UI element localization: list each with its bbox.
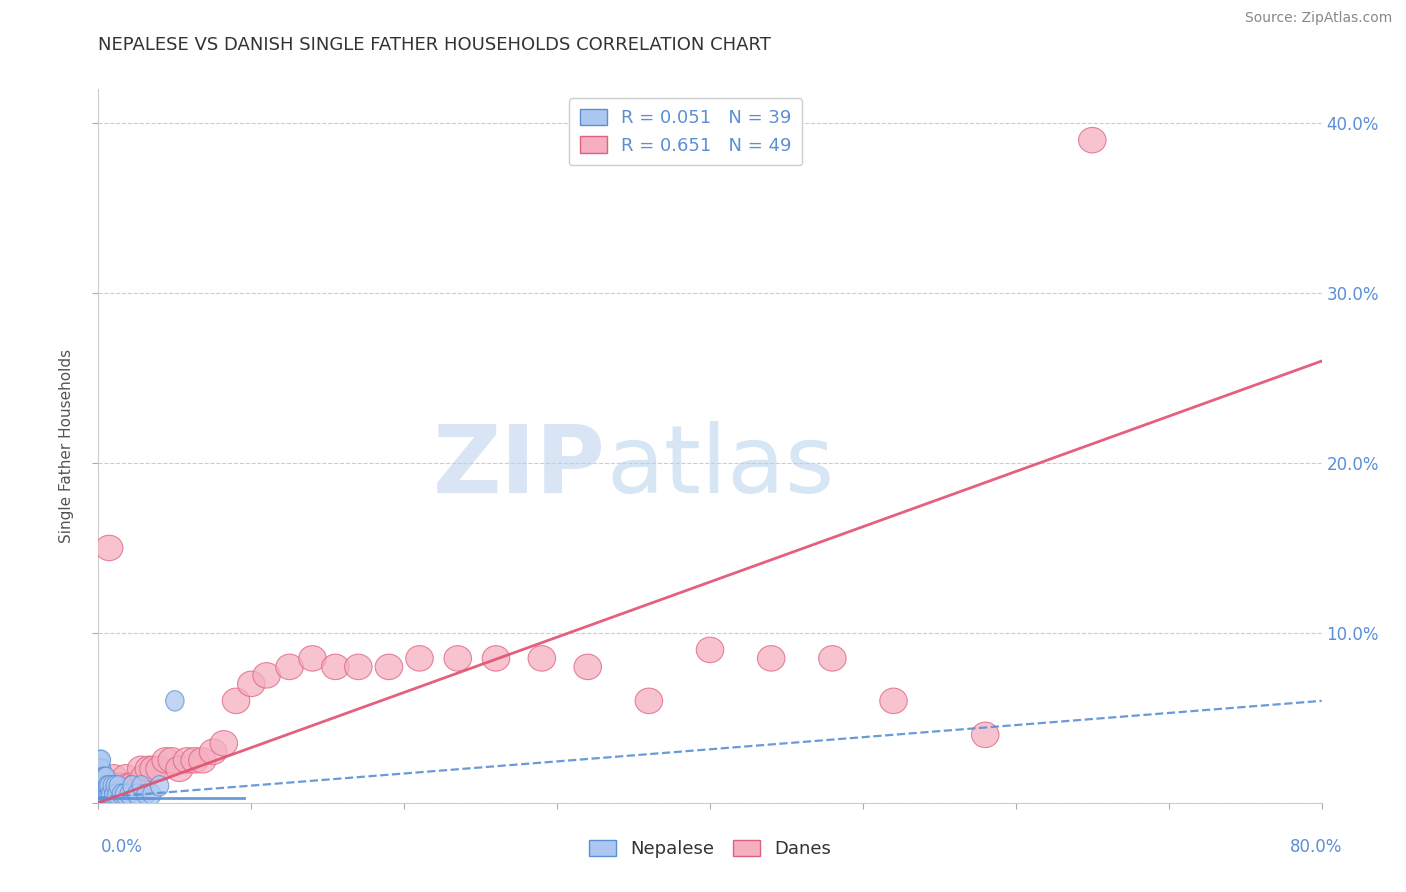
Ellipse shape (93, 773, 120, 798)
Ellipse shape (880, 688, 907, 714)
Ellipse shape (150, 776, 169, 796)
Ellipse shape (94, 784, 112, 805)
Ellipse shape (97, 767, 115, 788)
Ellipse shape (120, 784, 138, 805)
Ellipse shape (188, 747, 217, 773)
Ellipse shape (89, 773, 117, 798)
Ellipse shape (574, 654, 602, 680)
Ellipse shape (93, 776, 111, 796)
Ellipse shape (100, 784, 118, 805)
Ellipse shape (157, 747, 186, 773)
Ellipse shape (93, 784, 111, 805)
Ellipse shape (91, 776, 110, 796)
Ellipse shape (96, 784, 114, 805)
Ellipse shape (110, 773, 136, 798)
Ellipse shape (96, 776, 114, 796)
Ellipse shape (375, 654, 402, 680)
Ellipse shape (112, 784, 131, 805)
Ellipse shape (181, 747, 208, 773)
Ellipse shape (101, 784, 120, 805)
Ellipse shape (103, 773, 131, 798)
Ellipse shape (97, 776, 115, 796)
Ellipse shape (110, 776, 128, 796)
Ellipse shape (444, 646, 471, 671)
Ellipse shape (166, 690, 184, 711)
Ellipse shape (128, 756, 155, 781)
Ellipse shape (135, 756, 163, 781)
Ellipse shape (91, 773, 118, 798)
Ellipse shape (108, 784, 127, 805)
Ellipse shape (100, 776, 118, 796)
Ellipse shape (298, 646, 326, 671)
Ellipse shape (173, 747, 201, 773)
Ellipse shape (104, 784, 122, 805)
Ellipse shape (253, 663, 280, 688)
Ellipse shape (758, 646, 785, 671)
Legend: Nepalese, Danes: Nepalese, Danes (582, 832, 838, 865)
Text: Source: ZipAtlas.com: Source: ZipAtlas.com (1244, 12, 1392, 25)
Ellipse shape (94, 773, 121, 798)
Ellipse shape (112, 764, 139, 790)
Ellipse shape (636, 688, 662, 714)
Ellipse shape (406, 646, 433, 671)
Y-axis label: Single Father Households: Single Father Households (59, 349, 75, 543)
Ellipse shape (105, 773, 134, 798)
Ellipse shape (96, 535, 122, 561)
Ellipse shape (139, 756, 167, 781)
Ellipse shape (91, 784, 110, 805)
Ellipse shape (91, 750, 110, 771)
Text: ZIP: ZIP (433, 421, 606, 514)
Ellipse shape (143, 784, 162, 805)
Ellipse shape (100, 764, 128, 790)
Ellipse shape (166, 756, 193, 781)
Ellipse shape (818, 646, 846, 671)
Ellipse shape (91, 758, 110, 779)
Ellipse shape (94, 767, 112, 788)
Ellipse shape (103, 776, 121, 796)
Ellipse shape (209, 731, 238, 756)
Ellipse shape (344, 654, 373, 680)
Ellipse shape (131, 764, 157, 790)
Ellipse shape (200, 739, 226, 764)
Ellipse shape (97, 784, 115, 805)
Ellipse shape (482, 646, 510, 671)
Ellipse shape (97, 773, 124, 798)
Text: NEPALESE VS DANISH SINGLE FATHER HOUSEHOLDS CORRELATION CHART: NEPALESE VS DANISH SINGLE FATHER HOUSEHO… (98, 36, 772, 54)
Ellipse shape (93, 750, 111, 771)
Ellipse shape (696, 637, 724, 663)
Ellipse shape (96, 767, 114, 788)
Ellipse shape (115, 773, 143, 798)
Ellipse shape (115, 784, 134, 805)
Ellipse shape (98, 784, 117, 805)
Ellipse shape (86, 781, 114, 807)
Ellipse shape (132, 776, 150, 796)
Ellipse shape (118, 773, 146, 798)
Text: 0.0%: 0.0% (101, 838, 143, 855)
Ellipse shape (122, 773, 150, 798)
Ellipse shape (91, 767, 110, 788)
Ellipse shape (529, 646, 555, 671)
Ellipse shape (122, 776, 141, 796)
Ellipse shape (152, 747, 180, 773)
Ellipse shape (972, 723, 1000, 747)
Ellipse shape (98, 776, 117, 796)
Ellipse shape (146, 756, 173, 781)
Ellipse shape (93, 758, 111, 779)
Text: atlas: atlas (606, 421, 834, 514)
Ellipse shape (222, 688, 250, 714)
Text: 80.0%: 80.0% (1291, 838, 1343, 855)
Ellipse shape (93, 767, 111, 788)
Ellipse shape (94, 776, 112, 796)
Ellipse shape (136, 784, 155, 805)
Ellipse shape (238, 671, 266, 697)
Ellipse shape (128, 784, 146, 805)
Ellipse shape (1078, 128, 1107, 153)
Ellipse shape (105, 776, 124, 796)
Ellipse shape (276, 654, 304, 680)
Ellipse shape (322, 654, 349, 680)
Ellipse shape (87, 776, 115, 802)
